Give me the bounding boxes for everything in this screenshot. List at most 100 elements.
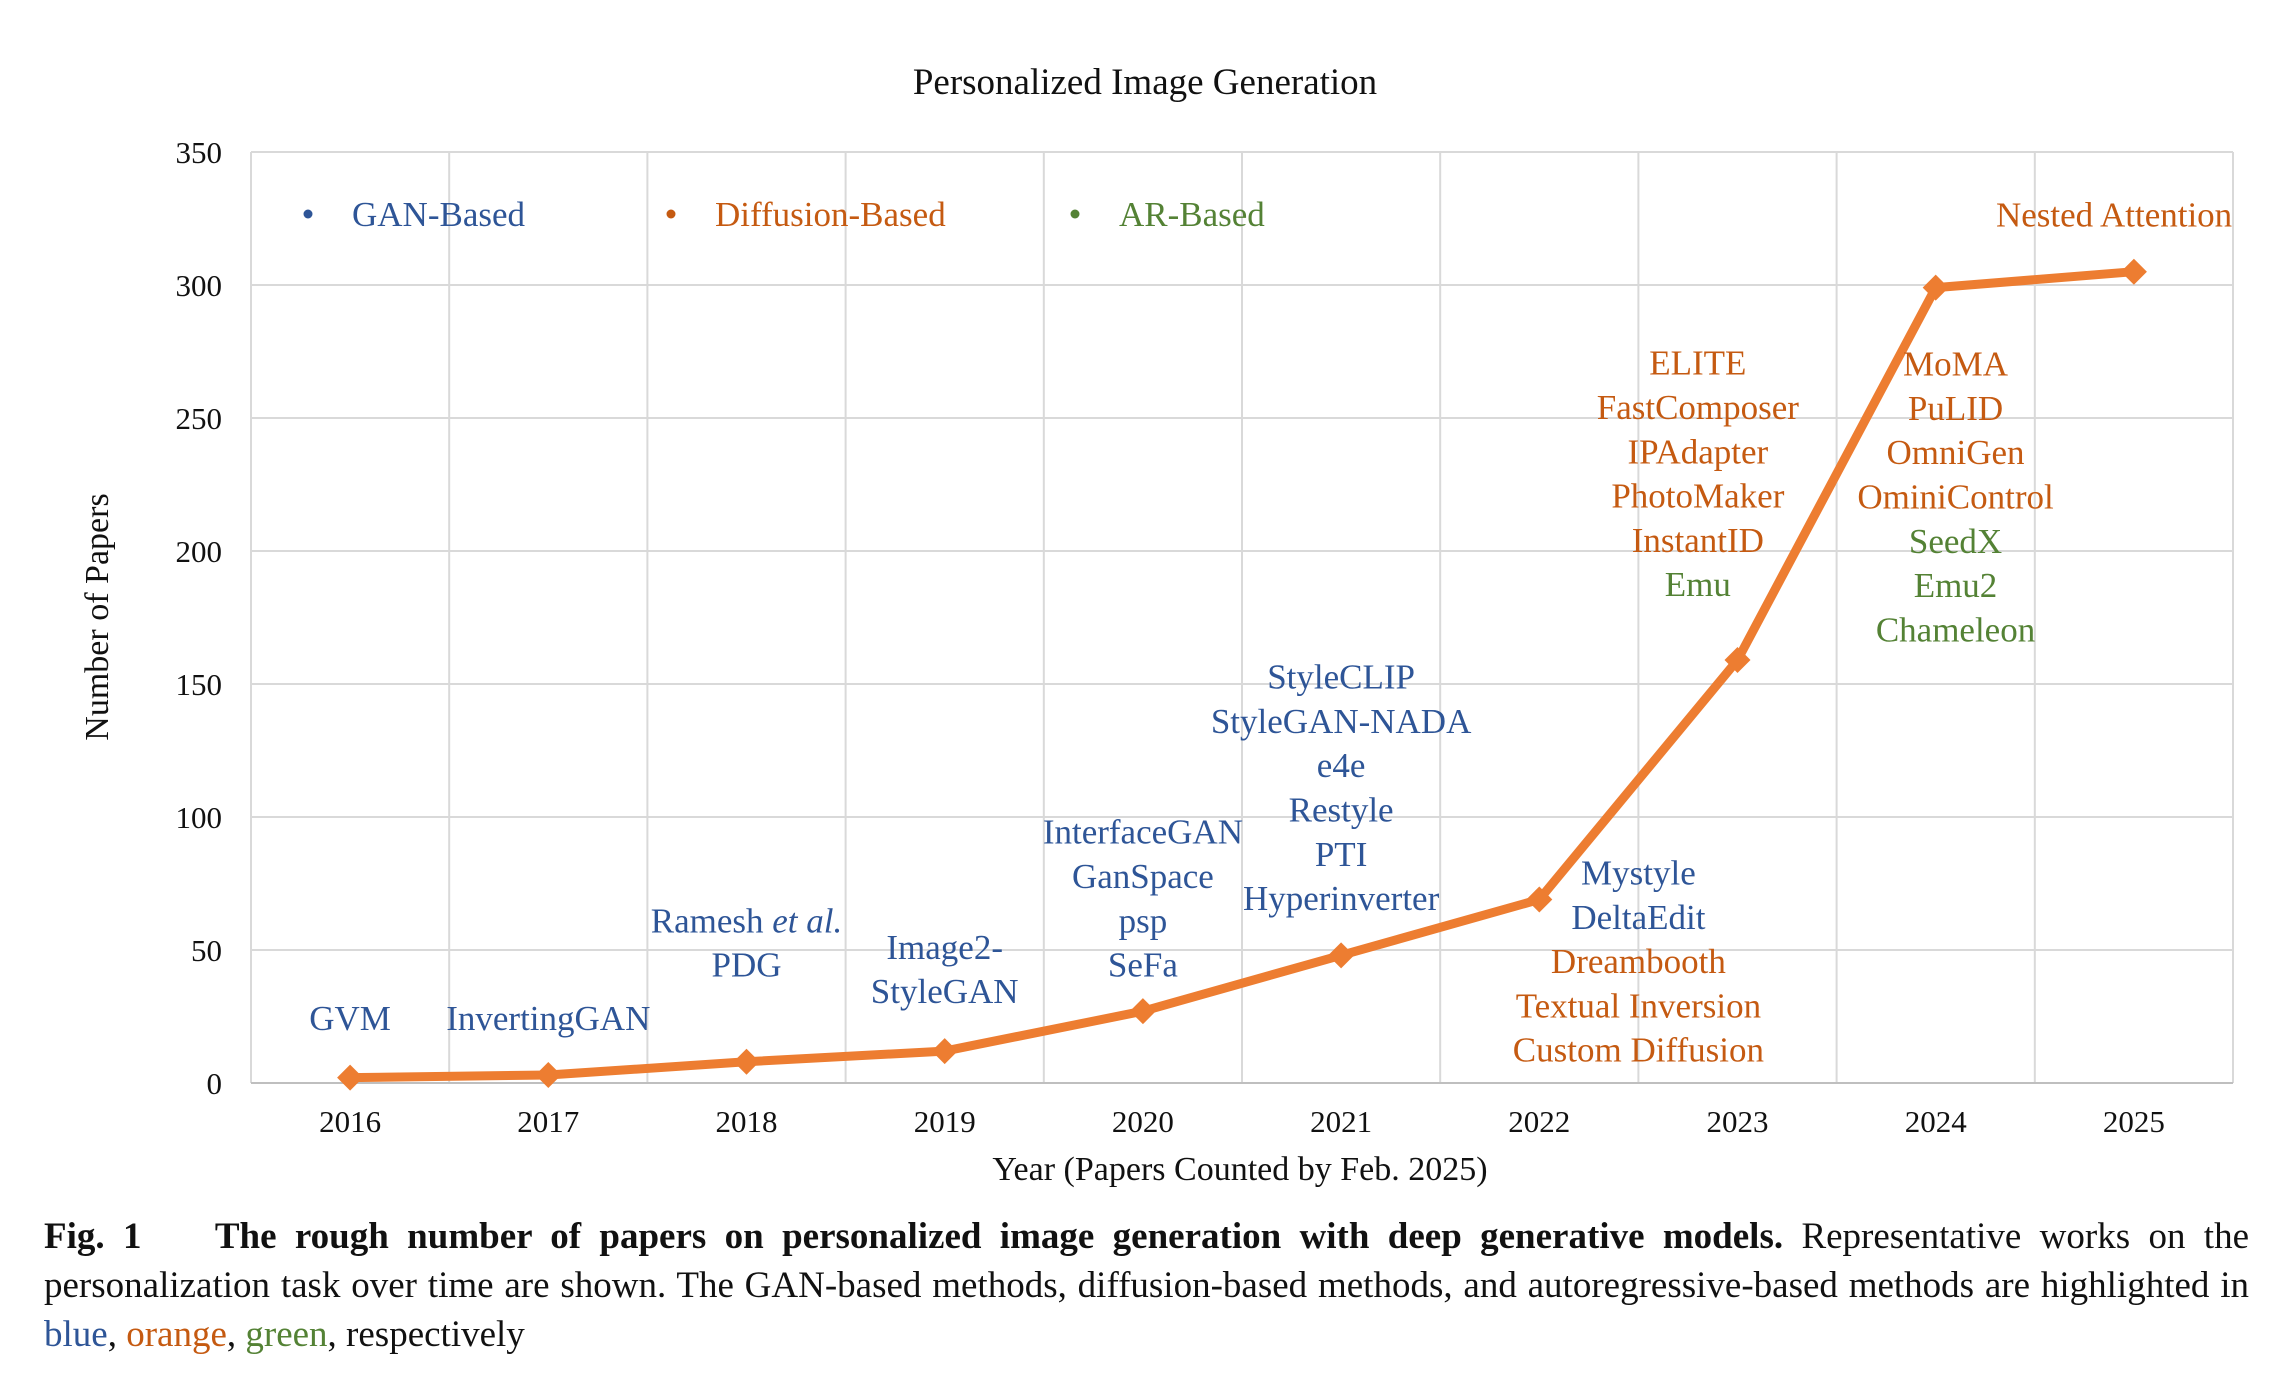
annotation-group: GVM [309,999,391,1038]
data-point-marker [1922,274,1949,301]
data-point-marker [337,1064,364,1091]
y-tick-label: 200 [176,534,223,569]
annotation-label: OmniGen [1886,433,2024,472]
annotation-label: PDG [711,946,781,985]
annotation-label: ELITE [1649,344,1746,383]
y-tick-label: 0 [207,1066,223,1101]
x-tick-label: 2017 [517,1104,579,1139]
annotation-label: MoMA [1903,345,2009,384]
y-tick-label: 300 [176,268,223,303]
annotation-label: InstantID [1632,521,1764,560]
x-tick-label: 2023 [1707,1104,1769,1139]
annotation-label: PTI [1315,835,1368,874]
x-axis-label: Year (Papers Counted by Feb. 2025) [992,1151,1487,1188]
caption-sep-1: , [107,1314,127,1355]
x-tick-label: 2020 [1112,1104,1174,1139]
annotation-group: InvertingGAN [446,999,650,1038]
annotation-group: StyleCLIP StyleGAN-NADA e4e Restyle PTI Hyper… [1211,658,1472,919]
caption-blue-word: blue [44,1314,108,1355]
y-axis-ticks: 0 50 100 150 200 250 300 350 [176,135,223,1101]
annotation-label: InterfaceGAN [1043,813,1243,852]
caption-orange-word: orange [126,1314,227,1355]
annotation-group: Nested Attention [1996,195,2232,234]
annotation-label: StyleCLIP [1267,658,1415,697]
data-point-marker [1724,647,1751,674]
caption-text: Representative works on the personalizat… [44,1216,2249,1306]
annotation-group: MoMA PuLID OmniGen OminiControl SeedX Emu2 Cha… [1857,345,2054,650]
y-tick-label: 50 [191,933,222,968]
y-tick-label: 250 [176,401,223,436]
series-line [337,258,2147,1091]
annotation-group: Ramesh et al. PDG [651,901,843,984]
x-tick-label: 2025 [2103,1104,2165,1139]
y-tick-label: 100 [176,800,223,835]
annotation-label: Emu [1665,565,1731,604]
annotation-label: Chameleon [1876,610,2035,649]
annotation-label: DeltaEdit [1571,898,1705,937]
x-tick-label: 2016 [319,1104,381,1139]
annotation-label: StyleGAN-NADA [1211,702,1472,741]
legend-marker [303,209,313,219]
data-point-marker [931,1038,958,1065]
annotation-label: Dreambooth [1551,942,1726,981]
x-tick-label: 2022 [1508,1104,1570,1139]
caption-sep-2: , [226,1314,246,1355]
caption-text-end: , respectively [327,1314,525,1355]
x-tick-label: 2019 [914,1104,976,1139]
annotation-label: IPAdapter [1628,432,1769,471]
annotation-label: GanSpace [1072,857,1214,896]
annotation-label: Nested Attention [1996,195,2232,234]
annotation-label: Ramesh et al. [651,901,843,940]
annotation-group: Image2- StyleGAN [871,928,1019,1011]
legend-marker [1070,209,1080,219]
annotation-label: Custom Diffusion [1513,1031,1764,1070]
data-point-marker [1526,886,1553,913]
x-tick-label: 2021 [1310,1104,1372,1139]
legend-label: Diffusion-Based [715,195,946,234]
annotation-group: InterfaceGAN GanSpace psp SeFa [1043,813,1243,985]
annotation-label: e4e [1317,746,1366,785]
legend-label: AR-Based [1119,195,1265,234]
legend-marker [666,209,676,219]
annotation-label: FastComposer [1597,388,1800,427]
figure-label: Fig. 1 [44,1216,142,1257]
chart-title: Personalized Image Generation [913,62,1377,103]
x-tick-label: 2024 [1905,1104,1968,1139]
y-axis-label: Number of Papers [79,493,116,740]
x-axis-ticks: 2016 2017 2018 2019 2020 2021 2022 2023 2024 2025 [319,1104,2165,1139]
y-tick-label: 350 [176,135,223,170]
annotation-group: ELITE FastComposer IPAdapter PhotoMaker Inst… [1597,344,1800,604]
annotation-label: psp [1119,901,1168,940]
figure-caption: Fig. 1 The rough number of papers on per… [44,1212,2249,1359]
annotation-label: SeedX [1909,522,2002,561]
annotation-label: InvertingGAN [446,999,650,1038]
data-point-marker [733,1048,760,1075]
annotation-label: Restyle [1289,791,1394,830]
series-path [345,267,2139,1083]
legend: GAN-Based Diffusion-Based AR-Based [303,195,1265,234]
data-point-marker [535,1062,562,1089]
annotation-label: SeFa [1108,946,1178,985]
annotation-label: Mystyle [1581,854,1696,893]
annotation-label: StyleGAN [871,972,1019,1011]
gridlines [250,151,2234,1084]
legend-label: GAN-Based [352,195,526,234]
annotation-label: PuLID [1908,389,2003,428]
data-point-marker [1129,998,1156,1025]
caption-green-word: green [245,1314,328,1355]
data-point-marker [2120,258,2147,285]
x-tick-label: 2018 [716,1104,778,1139]
annotation-group: Mystyle DeltaEdit Dreambooth Textual Invers… [1513,854,1764,1070]
annotation-label: Hyperinverter [1243,879,1440,918]
annotation-label: Emu2 [1914,566,1998,605]
annotation-label: OminiControl [1857,478,2054,517]
caption-title: The rough number of papers on personaliz… [214,1216,1784,1257]
annotation-label: GVM [309,999,391,1038]
y-tick-label: 150 [176,667,223,702]
annotation-label: Textual Inversion [1516,986,1761,1025]
annotation-label: Image2- [886,928,1003,967]
method-annotations: GVM InvertingGAN Ramesh et al. PDG Image2- St… [309,195,2232,1069]
data-point-marker [1328,942,1355,969]
annotation-label: PhotoMaker [1611,477,1784,516]
